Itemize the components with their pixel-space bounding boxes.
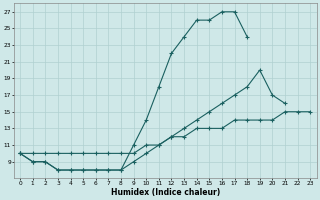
X-axis label: Humidex (Indice chaleur): Humidex (Indice chaleur) (110, 188, 220, 197)
